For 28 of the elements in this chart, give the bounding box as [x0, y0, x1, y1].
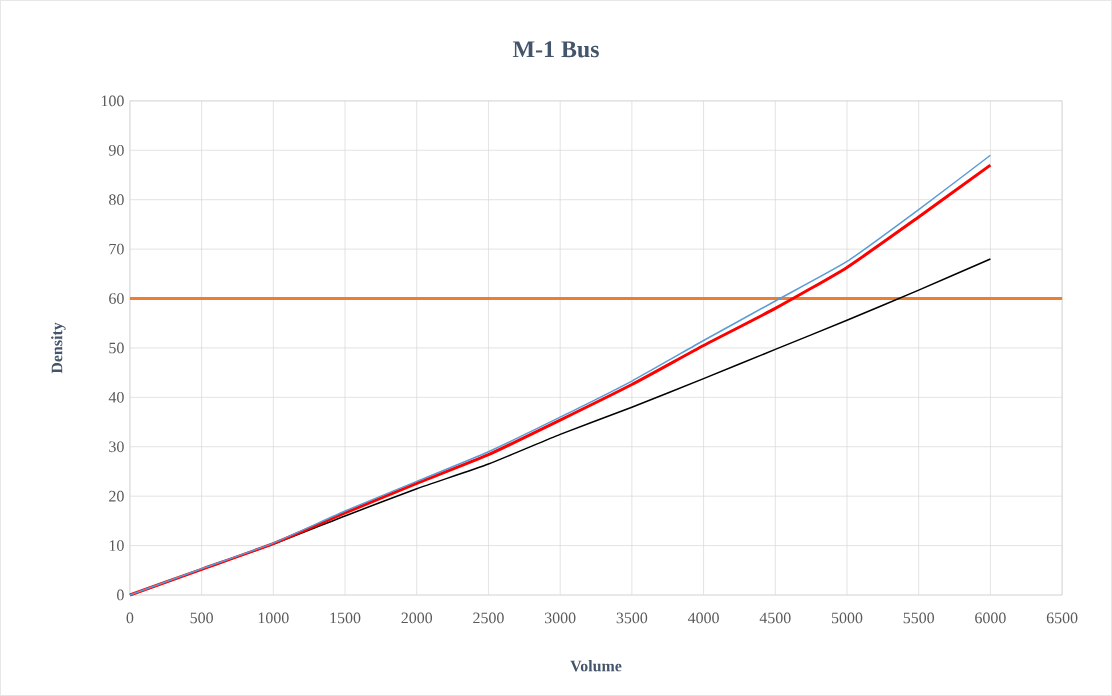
y-tick-label: 50: [109, 342, 124, 354]
x-tick-label: 4500: [759, 612, 791, 624]
y-tick-label: 70: [109, 243, 124, 255]
x-tick-label: 5500: [903, 612, 935, 624]
y-axis-title: Density: [51, 322, 66, 374]
x-tick-label: 2000: [401, 612, 433, 624]
x-tick-label: 2500: [473, 612, 504, 624]
y-tick-label: 90: [108, 144, 124, 156]
x-tick-label: 6000: [975, 612, 1006, 624]
y-tick-label: 60: [109, 293, 124, 304]
x-tick-label: 3500: [616, 612, 648, 624]
x-tick-label: 0: [126, 612, 134, 624]
x-tick-label: 6500: [1046, 612, 1078, 624]
y-tick-label: 100: [101, 95, 124, 107]
x-tick-label: 5000: [831, 612, 863, 624]
y-tick-label: 30: [109, 441, 124, 453]
chart-title: M-1 Bus: [512, 41, 599, 58]
x-tick-label: 1000: [258, 612, 289, 624]
x-axis-title: Volume: [570, 660, 622, 672]
x-tick-label: 4000: [687, 612, 719, 624]
y-tick-label: 40: [108, 392, 124, 403]
y-tick-label: 10: [109, 540, 124, 552]
x-tick-label: 1500: [330, 612, 361, 624]
x-tick-label: 3000: [544, 612, 576, 624]
x-tick-label: 500: [190, 612, 213, 624]
y-tick-label: 0: [117, 589, 124, 601]
y-tick-label: 20: [109, 490, 124, 502]
y-tick-label: 80: [109, 194, 124, 206]
